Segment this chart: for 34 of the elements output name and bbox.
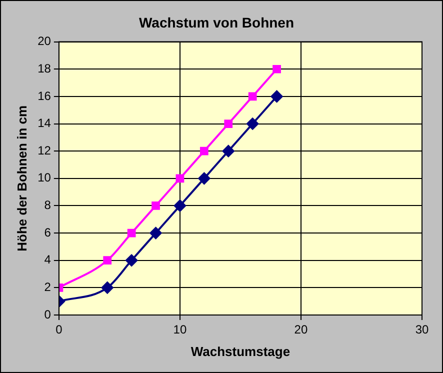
y-tick-label: 14 — [38, 116, 52, 130]
x-axis-title: Wachstumstage — [190, 344, 290, 359]
point — [200, 146, 208, 156]
x-tick-label: 20 — [294, 322, 308, 337]
point — [176, 174, 184, 183]
y-tick-label: 10 — [38, 170, 52, 185]
point — [101, 282, 114, 294]
point — [174, 200, 186, 212]
point — [103, 256, 112, 265]
point — [272, 64, 281, 74]
point — [224, 120, 233, 128]
y-axis-title: Höhe der Bohnen in cm — [14, 105, 30, 252]
y-tick-label: 18 — [38, 61, 52, 76]
y-tick-label: 2 — [44, 280, 52, 294]
point — [270, 90, 283, 102]
y-tick-label: 6 — [44, 225, 52, 240]
point — [127, 228, 136, 238]
chart-title: Wachstum von Bohnen — [138, 14, 294, 30]
y-tick-label: 20 — [38, 34, 52, 48]
y-tick-label: 4 — [44, 252, 52, 267]
point — [152, 202, 160, 210]
y-tick-label: 16 — [38, 88, 52, 103]
x-tick-label: 10 — [173, 322, 187, 337]
point — [246, 118, 259, 130]
y-tick-label: 0 — [44, 307, 52, 322]
point — [248, 92, 257, 101]
point — [222, 145, 234, 158]
y-tick-label: 8 — [44, 198, 52, 212]
x-tick-label: 30 — [415, 322, 429, 337]
x-tick-label: 0 — [56, 322, 63, 337]
point — [198, 172, 210, 184]
point — [150, 227, 162, 240]
y-tick-label: 12 — [38, 143, 52, 158]
point — [126, 254, 138, 266]
